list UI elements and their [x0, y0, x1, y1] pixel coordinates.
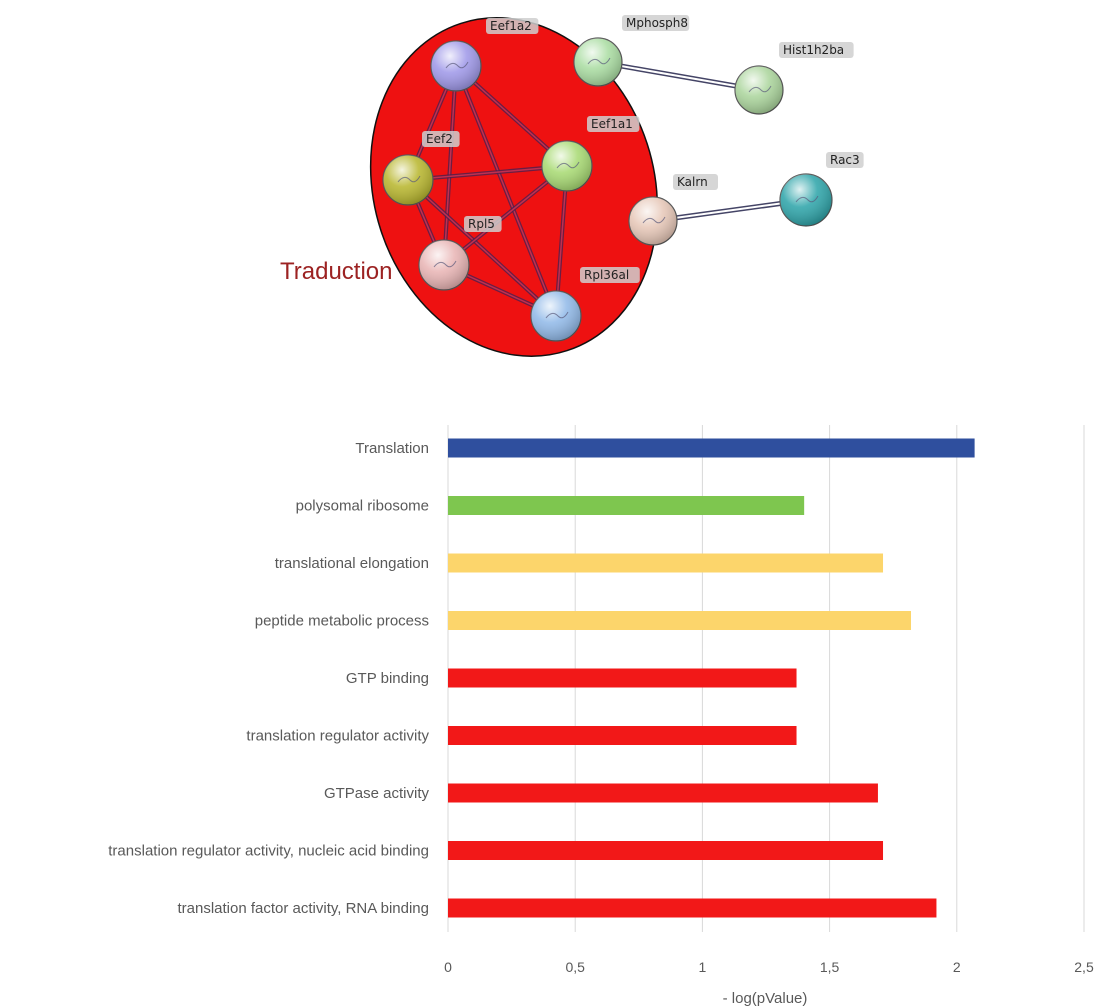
- bar: [448, 438, 975, 458]
- category-label: translational elongation: [275, 555, 429, 572]
- node-eef1a1[interactable]: Eef1a1: [541, 116, 640, 192]
- node-rac3[interactable]: Rac3: [779, 152, 864, 227]
- x-tick-label: 0,5: [565, 959, 585, 975]
- bar: [448, 783, 878, 803]
- tick-labels: 0 0,5 1 1,5 2 2,5: [444, 959, 1094, 975]
- node-label: Rpl5: [468, 217, 495, 231]
- x-tick-label: 0: [444, 959, 452, 975]
- node-mphosph8[interactable]: Mphosph8: [573, 15, 690, 87]
- category-label: GTP binding: [346, 670, 429, 687]
- bar: [448, 611, 912, 630]
- category-label: translation regulator activity, nucleic …: [108, 843, 429, 860]
- cluster-label: Traduction: [280, 258, 393, 285]
- translation-cluster: [369, 17, 659, 357]
- network-edge: [442, 65, 458, 266]
- x-tick-label: 1: [699, 959, 707, 975]
- node-label: Eef1a1: [591, 117, 633, 131]
- node-label: Mphosph8: [626, 16, 688, 30]
- category-labels: Translation polysomal ribosome translation…: [108, 440, 429, 917]
- category-label: GTPase activity: [324, 785, 430, 802]
- bar: [448, 898, 937, 918]
- node-eef2[interactable]: Eef2: [382, 131, 460, 206]
- bar-chart: Translation polysomal ribosome translation…: [108, 425, 1094, 1007]
- node-label: Hist1h2ba: [783, 43, 844, 57]
- network-edge: [442, 164, 569, 267]
- network-edge: [597, 59, 760, 93]
- node-label: Eef1a2: [490, 19, 532, 33]
- node-label: Rac3: [830, 153, 860, 167]
- x-tick-label: 2: [953, 959, 961, 975]
- bar: [448, 726, 797, 745]
- node-eef1a2[interactable]: Eef1a2: [430, 18, 539, 92]
- network-edge: [454, 65, 558, 317]
- protein-interaction-network: Eef1a2 Eef2 Eef1a1 Rpl5 Rpl36al Mphosph8 Hist1…: [280, 15, 864, 357]
- node-label: Eef2: [426, 132, 453, 146]
- bar: [448, 496, 805, 515]
- category-label: Translation: [355, 440, 429, 457]
- category-label: translation factor activity, RNA binding: [177, 900, 429, 917]
- category-label: polysomal ribosome: [296, 498, 429, 515]
- x-axis-title: - log(pValue): [723, 990, 808, 1007]
- category-label: peptide metabolic process: [255, 613, 429, 630]
- node-rpl36al[interactable]: Rpl36al: [530, 267, 640, 342]
- node-label: Rpl36al: [584, 268, 629, 282]
- node-hist1h2ba[interactable]: Hist1h2ba: [734, 42, 854, 115]
- bars: [448, 438, 975, 918]
- bar: [448, 668, 797, 688]
- bar: [448, 553, 884, 573]
- node-label: Kalrn: [677, 175, 708, 189]
- network-edge: [407, 164, 568, 182]
- network-edge: [406, 178, 558, 318]
- node-rpl5[interactable]: Rpl5: [418, 216, 502, 291]
- category-label: translation regulator activity: [246, 728, 429, 745]
- node-kalrn[interactable]: Kalrn: [628, 174, 718, 246]
- x-tick-label: 1,5: [820, 959, 840, 975]
- bar: [448, 841, 884, 860]
- network-nodes: Eef1a2 Eef2 Eef1a1 Rpl5 Rpl36al Mphosph8 Hist1…: [382, 15, 864, 342]
- x-tick-label: 2,5: [1074, 959, 1094, 975]
